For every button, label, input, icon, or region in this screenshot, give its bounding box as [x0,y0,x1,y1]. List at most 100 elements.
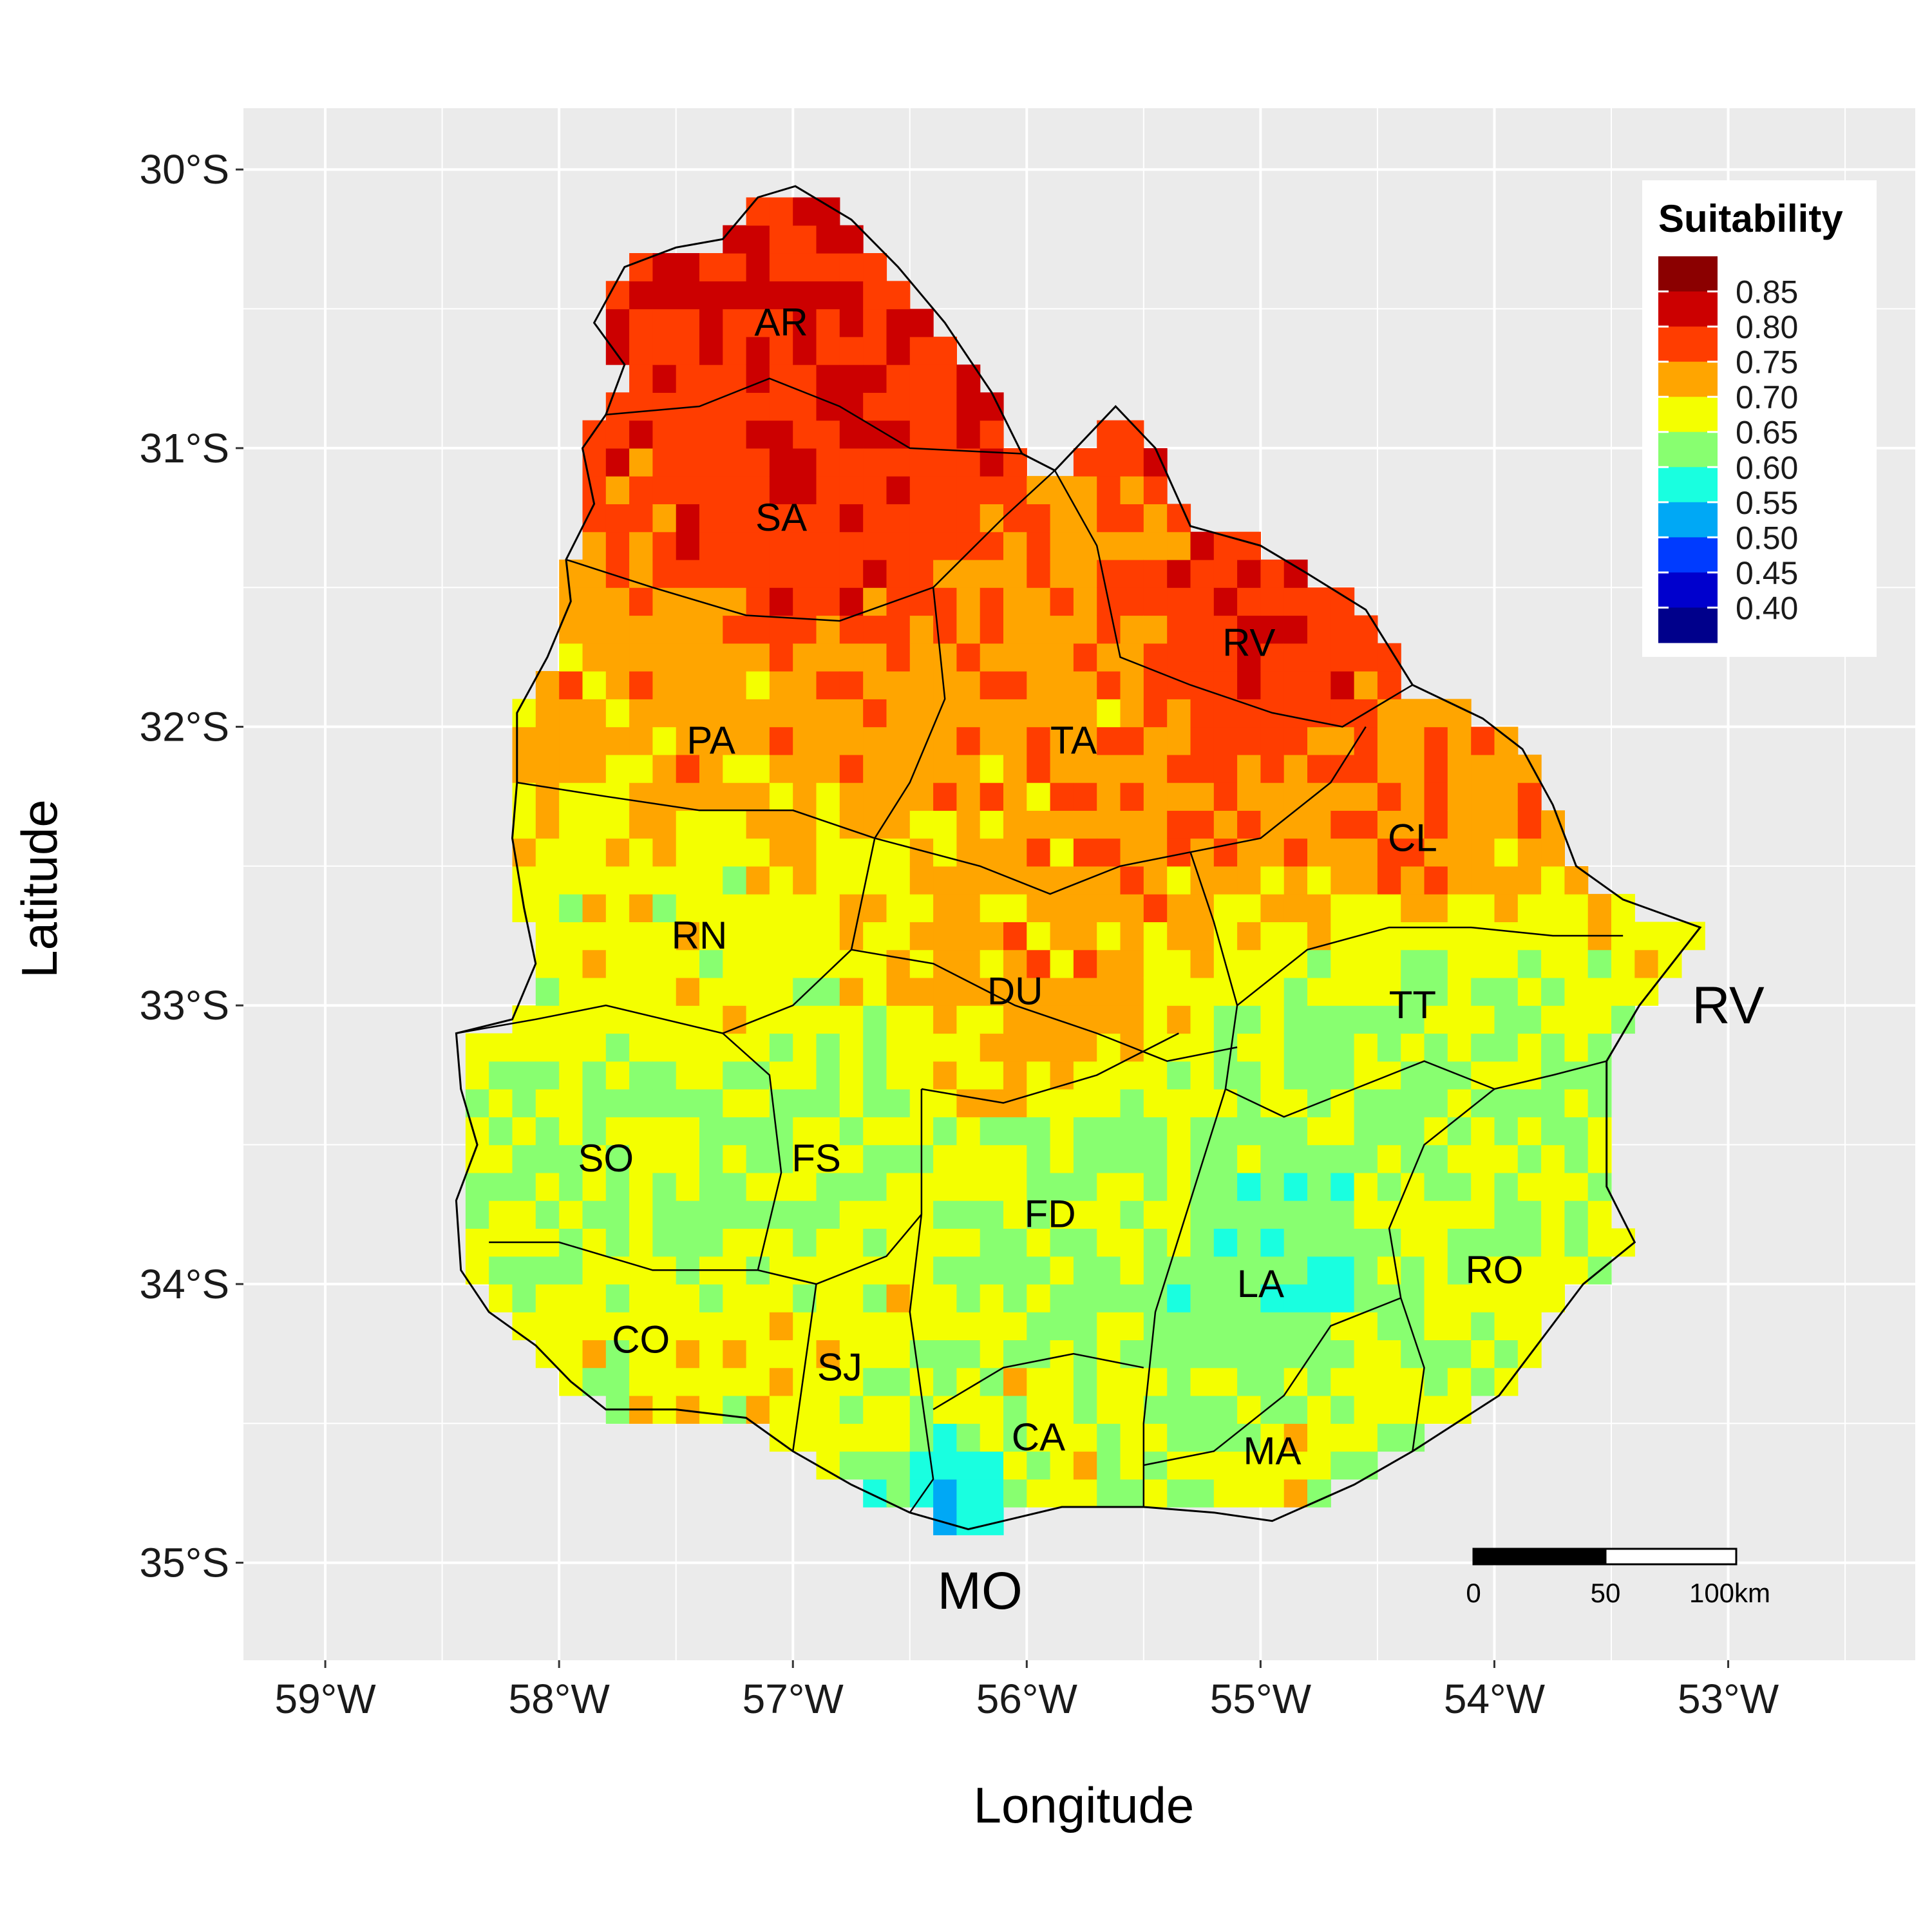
y-tick-label: 34°S [140,1261,229,1307]
raster-cell [652,699,677,728]
raster-cell [1424,1144,1448,1173]
raster-cell [1073,1367,1097,1396]
raster-cell [1213,782,1238,811]
raster-cell [582,1200,607,1229]
raster-cell [980,671,1004,699]
raster-cell [1494,1283,1519,1312]
raster-cell [816,671,840,699]
raster-cell [1447,949,1472,978]
y-tick-label: 35°S [140,1540,229,1586]
raster-cell [1283,1200,1308,1229]
raster-cell [816,726,840,755]
raster-cell [1331,866,1355,895]
raster-cell [629,1144,653,1173]
raster-cell [886,810,911,839]
raster-cell [793,476,817,504]
raster-cell [1260,922,1285,951]
raster-cell [1213,1367,1238,1396]
raster-cell [535,810,560,839]
raster-cell [1003,754,1027,783]
raster-cell [1424,1340,1448,1368]
raster-cell [676,1312,700,1341]
legend-label: 0.60 [1736,450,1798,486]
raster-cell [769,365,793,393]
raster-cell [1331,838,1355,867]
raster-cell [886,559,911,588]
raster-cell [886,977,911,1006]
raster-cell [559,1256,583,1285]
raster-cell [980,1089,1004,1117]
raster-cell [1517,1117,1542,1146]
raster-cell [723,922,747,951]
raster-cell [793,1061,817,1090]
raster-cell [1003,1451,1027,1480]
raster-cell [769,448,793,477]
raster-cell [1471,1312,1495,1341]
raster-cell [1331,1312,1355,1341]
department-border [791,1283,817,1452]
raster-cell [793,894,817,922]
raster-cell [1494,810,1519,839]
raster-cell [1027,671,1051,699]
raster-cell [1307,754,1331,783]
raster-cell [746,1089,770,1117]
raster-cell [769,671,793,699]
raster-cell [605,308,630,337]
raster-cell [1237,1061,1261,1090]
raster-cell [699,1061,723,1090]
raster-cell [652,420,677,449]
raster-cell [1003,810,1027,839]
raster-cell [582,699,607,728]
raster-cell [1190,922,1215,951]
raster-cell [886,1451,911,1480]
raster-cell [769,531,793,560]
raster-cell [723,476,747,504]
raster-cell [1541,1089,1565,1117]
raster-cell [652,894,677,922]
raster-cell [863,615,887,644]
raster-cell [1073,977,1097,1006]
raster-cell [816,1061,840,1090]
raster-cell [956,1423,981,1452]
department-border [1225,1060,1607,1118]
raster-cell [1424,1033,1448,1062]
raster-cell [1003,1228,1027,1257]
raster-cell [1401,782,1425,811]
raster-cell [1354,977,1378,1006]
raster-cell [1331,1172,1355,1201]
raster-cell [582,1172,607,1201]
raster-cell [909,1283,934,1312]
raster-cell [980,615,1004,644]
raster-cell [559,1033,583,1062]
raster-cell [465,1117,489,1146]
raster-cell [746,253,770,281]
raster-cell [699,866,723,895]
raster-cell [1143,1172,1168,1201]
raster-cell [1143,726,1168,755]
raster-cell [559,671,583,699]
raster-cell [793,699,817,728]
raster-cell [1073,699,1097,728]
raster-cell [1354,671,1378,699]
raster-cell [1237,922,1261,951]
raster-cell [1190,1340,1215,1368]
raster-cell [1003,1312,1027,1341]
raster-cell [1307,615,1331,644]
raster-cell [699,587,723,616]
raster-cell [559,1200,583,1229]
raster-cell [1331,1256,1355,1285]
raster-cell [816,336,840,365]
department-label-du: DU [987,970,1043,1013]
raster-cell [582,671,607,699]
raster-cell [816,1340,840,1368]
raster-cell [886,392,911,421]
raster-cell [1331,949,1355,978]
raster-cell [1401,1340,1425,1368]
raster-cell [863,1312,887,1341]
raster-cell [676,1172,700,1201]
raster-cell [863,420,887,449]
raster-cell [605,476,630,504]
raster-cell [1541,838,1565,867]
legend-label: 0.65 [1736,415,1798,451]
raster-cell [1377,810,1401,839]
